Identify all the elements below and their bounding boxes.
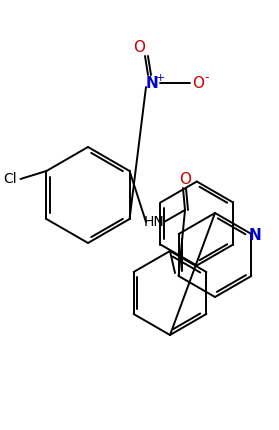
Text: O: O (133, 40, 145, 55)
Text: -: - (205, 71, 209, 85)
Text: +: + (155, 73, 165, 83)
Text: O: O (192, 76, 204, 90)
Text: O: O (179, 172, 191, 187)
Text: N: N (249, 228, 262, 243)
Text: N: N (146, 76, 158, 90)
Text: Cl: Cl (4, 172, 17, 186)
Text: HN: HN (144, 215, 164, 229)
